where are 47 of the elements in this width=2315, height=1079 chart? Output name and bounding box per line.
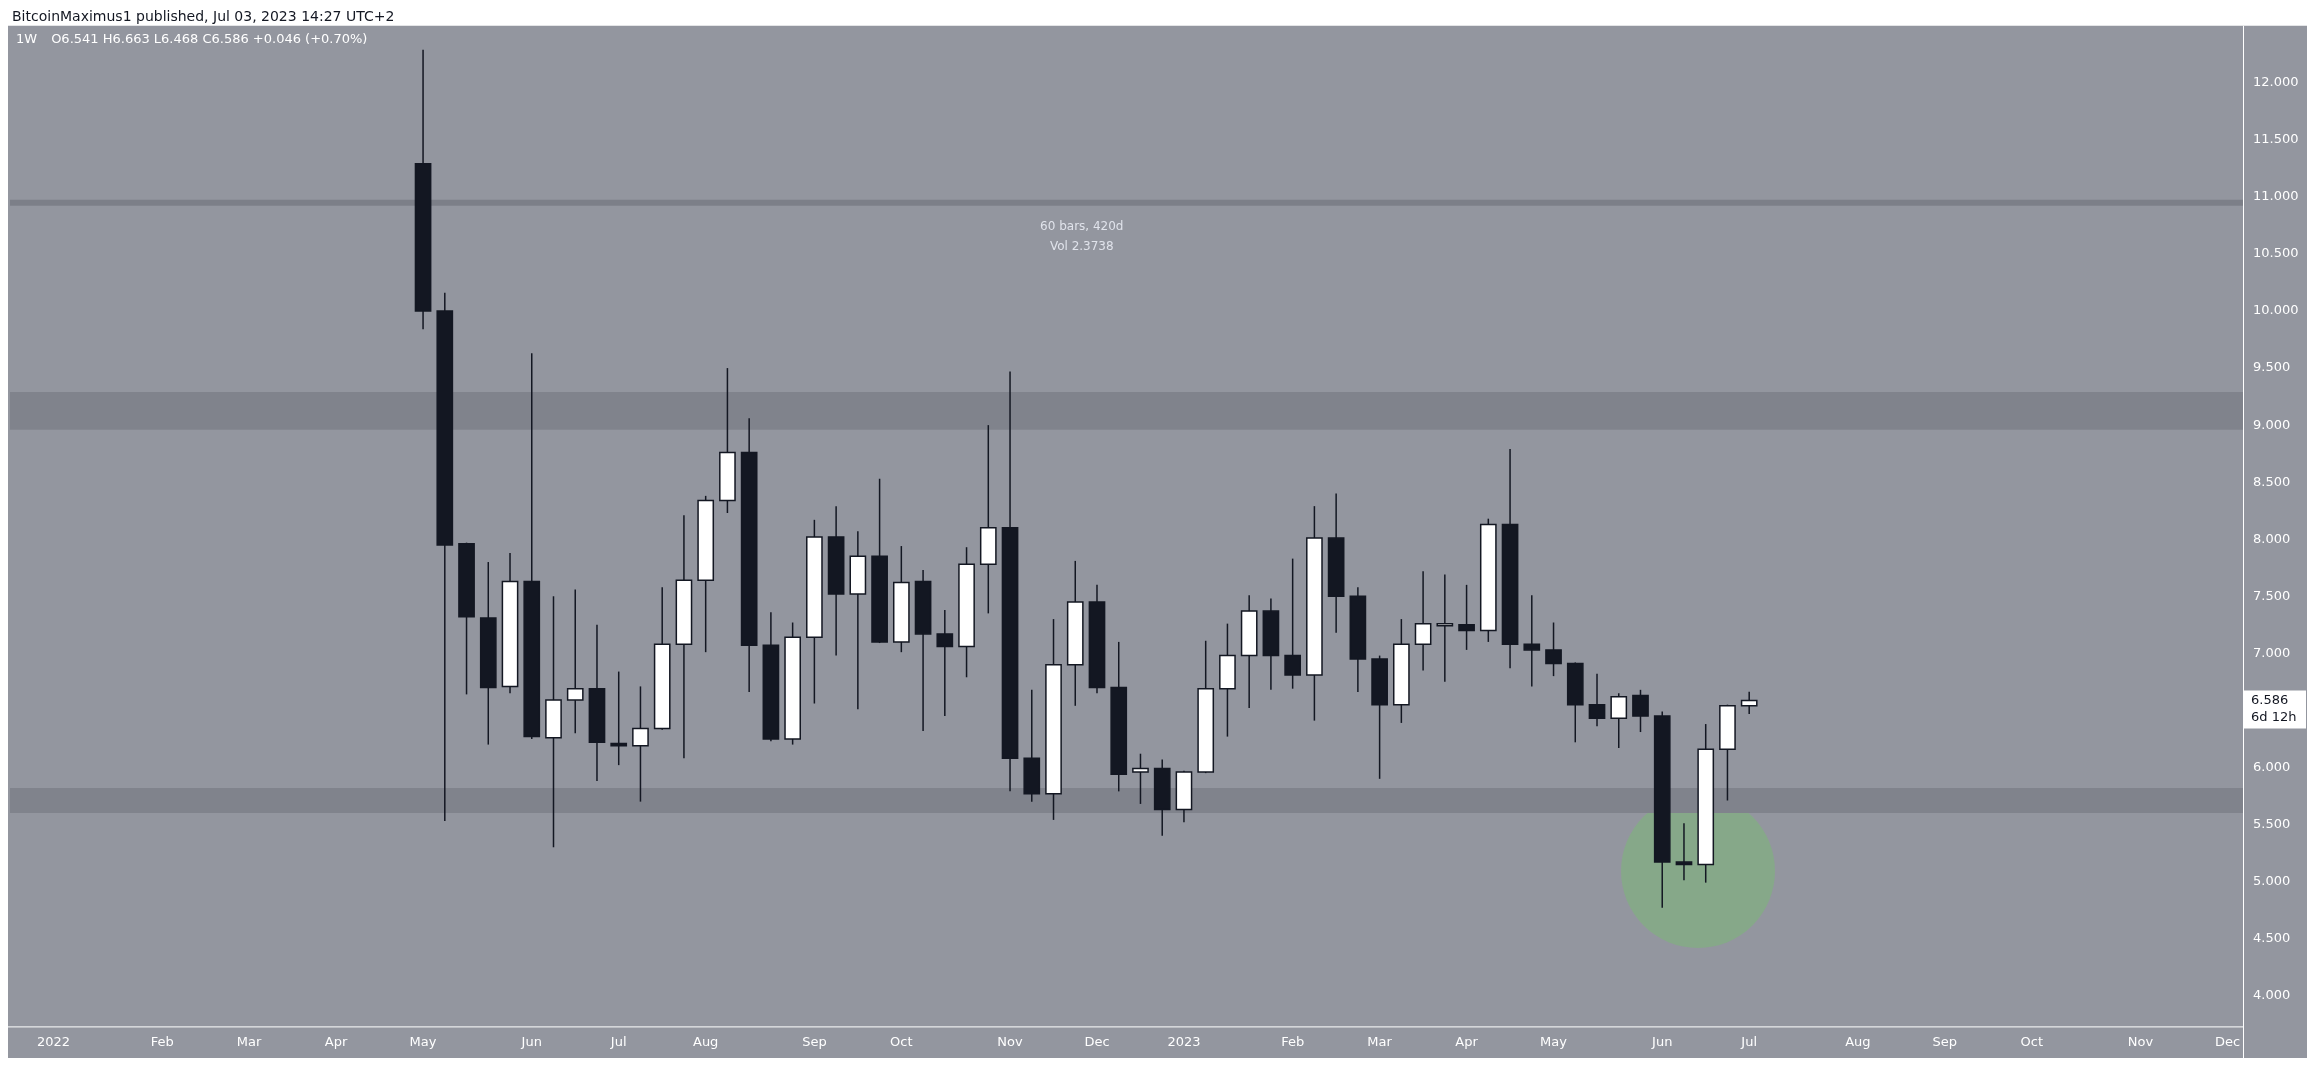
x-tick-label: Jun bbox=[1651, 1033, 1673, 1049]
x-tick-label: Mar bbox=[1367, 1033, 1393, 1049]
y-tick-label: 7.500 bbox=[2253, 587, 2291, 603]
text: O6.541 H6.663 L6.468 C6.586 +0.046 (+0.70%) bbox=[51, 31, 368, 47]
text: BitcoinMaximus1 published, Jul 03, 2023 14:27 UTC+2 bbox=[12, 7, 395, 24]
x-tick-label: Mar bbox=[236, 1033, 263, 1049]
y-tick-label: 8.500 bbox=[2253, 473, 2291, 489]
x-tick-label: Sep bbox=[1932, 1033, 1958, 1049]
x-tick-label: Oct bbox=[2020, 1033, 2044, 1049]
x-tick-label: Aug bbox=[692, 1033, 719, 1049]
y-tick-label: 4.500 bbox=[2253, 929, 2291, 945]
y-tick-label: 9.000 bbox=[2253, 416, 2291, 432]
text: 6d 12h bbox=[2251, 708, 2297, 724]
x-tick-label: Feb bbox=[1281, 1033, 1305, 1049]
annotation: Vol 2.3738 bbox=[1049, 238, 1114, 253]
y-tick-label: 5.000 bbox=[2253, 872, 2291, 888]
x-tick-label: Nov bbox=[997, 1033, 1024, 1049]
annotation: 60 bars, 420d bbox=[1040, 218, 1124, 233]
text: 6.586 bbox=[2251, 691, 2289, 707]
x-tick-label: Dec bbox=[1084, 1033, 1110, 1049]
text: 1W bbox=[16, 31, 38, 47]
x-tick-label: Apr bbox=[324, 1033, 348, 1049]
x-tick-label: May bbox=[409, 1033, 437, 1049]
x-tick-label: Nov bbox=[2127, 1033, 2154, 1049]
y-tick-label: 8.000 bbox=[2253, 530, 2291, 546]
x-tick-label: Jul bbox=[609, 1033, 627, 1049]
x-tick-label: Aug bbox=[1845, 1033, 1871, 1049]
x-tick-label: Jun bbox=[520, 1033, 542, 1049]
y-tick-label: 9.500 bbox=[2253, 359, 2291, 375]
y-tick-label: 12.000 bbox=[2253, 74, 2299, 90]
x-tick-label: Apr bbox=[1455, 1033, 1479, 1049]
x-tick-label: Jul bbox=[1740, 1033, 1758, 1049]
x-tick-label: 2023 bbox=[1167, 1033, 1201, 1049]
x-tick-label: May bbox=[1540, 1033, 1568, 1049]
x-tick-label: Oct bbox=[890, 1033, 913, 1049]
y-tick-label: 11.500 bbox=[2253, 131, 2299, 147]
x-tick-label: Dec bbox=[2214, 1033, 2241, 1049]
x-tick-label: Sep bbox=[802, 1033, 827, 1049]
y-tick-label: 5.500 bbox=[2253, 815, 2291, 831]
y-tick-label: 10.000 bbox=[2253, 302, 2299, 318]
y-tick-label: 7.000 bbox=[2253, 644, 2291, 660]
y-tick-label: 11.000 bbox=[2253, 188, 2299, 204]
y-tick-label: 4.000 bbox=[2253, 986, 2291, 1002]
y-tick-label: 6.000 bbox=[2253, 758, 2291, 774]
x-tick-label: Feb bbox=[150, 1033, 174, 1049]
x-tick-label: 2022 bbox=[36, 1033, 71, 1049]
y-tick-label: 10.500 bbox=[2253, 245, 2299, 261]
